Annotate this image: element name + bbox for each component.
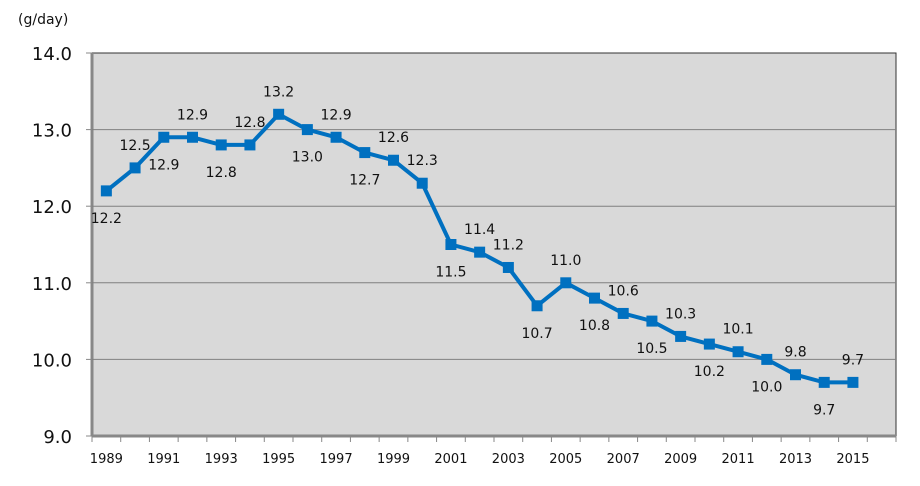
y-tick-label: 10.0 [32,350,72,371]
data-label: 9.8 [784,345,806,361]
data-label: 10.3 [665,306,696,322]
data-point [847,376,859,388]
data-label: 12.9 [148,157,179,173]
x-tick-label: 2003 [492,452,525,467]
data-label: 12.9 [177,107,208,123]
data-point [646,315,658,327]
x-tick-label: 2005 [549,452,582,467]
data-point [445,239,457,250]
data-point [100,185,112,197]
data-point [273,108,285,120]
data-label: 10.8 [579,318,610,334]
data-label: 11.0 [550,253,581,269]
data-point [560,277,572,289]
data-label: 10.5 [636,341,667,357]
x-tick-label: 1989 [90,452,123,467]
data-label: 12.6 [378,130,409,146]
data-point [388,154,399,166]
data-label: 11.2 [493,237,524,253]
x-tick-label: 1991 [147,452,180,467]
unit-label: (g/day) [18,12,68,28]
y-tick-label: 11.0 [32,274,72,295]
data-point [215,139,227,151]
data-point [244,139,256,151]
data-point [818,376,830,388]
data-label: 11.4 [464,222,495,238]
data-point [158,131,170,143]
data-point [301,124,313,136]
y-axis-ticks: 9.0 10.0 11.0 12.0 13.0 14.0 [32,44,92,448]
data-point [187,131,198,143]
data-point [790,369,801,381]
data-label: 12.7 [349,173,380,189]
y-tick-label: 9.0 [43,427,72,448]
x-tick-label: 2011 [722,452,755,467]
data-point [703,338,715,350]
data-point [531,300,543,312]
data-point [761,353,773,365]
data-point [359,147,371,159]
data-point [330,131,342,143]
plot-area [91,52,897,437]
x-axis-ticks: 1989 1991 1993 1995 1997 1999 2001 2003 2005 2007… [90,436,897,467]
data-label: 10.7 [521,326,552,342]
x-tick-label: 2009 [664,452,697,467]
data-label: 12.5 [119,138,150,154]
data-labels: 12.2 12.5 12.9 12.9 12.8 12.8 13.2 13.0 12.9 12.7… [91,84,864,418]
y-tick-label: 14.0 [32,44,72,65]
data-label: 12.9 [320,107,351,123]
data-point [732,346,744,358]
x-tick-label: 2007 [607,452,640,467]
data-point [589,292,600,304]
x-tick-label: 2015 [836,452,869,467]
data-label: 10.6 [608,283,639,299]
y-tick-label: 12.0 [32,197,72,218]
data-point [129,162,141,174]
x-tick-label: 1999 [377,452,410,467]
data-label: 10.1 [722,322,753,338]
data-point [617,307,629,319]
data-label: 13.0 [292,150,323,166]
x-tick-label: 1995 [262,452,295,467]
data-label: 12.8 [206,165,237,181]
data-point [416,177,428,189]
y-tick-label: 13.0 [32,121,72,142]
data-label: 12.2 [91,211,122,227]
x-tick-label: 2001 [434,452,467,467]
data-label: 11.5 [435,265,466,281]
data-point [474,246,486,258]
x-tick-label: 2013 [779,452,812,467]
data-point [675,330,687,342]
data-label: 12.3 [407,153,438,169]
data-label: 10.0 [751,379,782,395]
x-tick-label: 1997 [320,452,353,467]
data-label: 13.2 [263,84,294,100]
data-label: 9.7 [842,352,864,368]
data-points [100,108,859,388]
data-point [502,261,514,273]
data-label: 12.8 [234,115,265,131]
data-label: 10.2 [694,364,725,380]
data-label: 9.7 [813,402,835,418]
x-tick-label: 1993 [205,452,238,467]
